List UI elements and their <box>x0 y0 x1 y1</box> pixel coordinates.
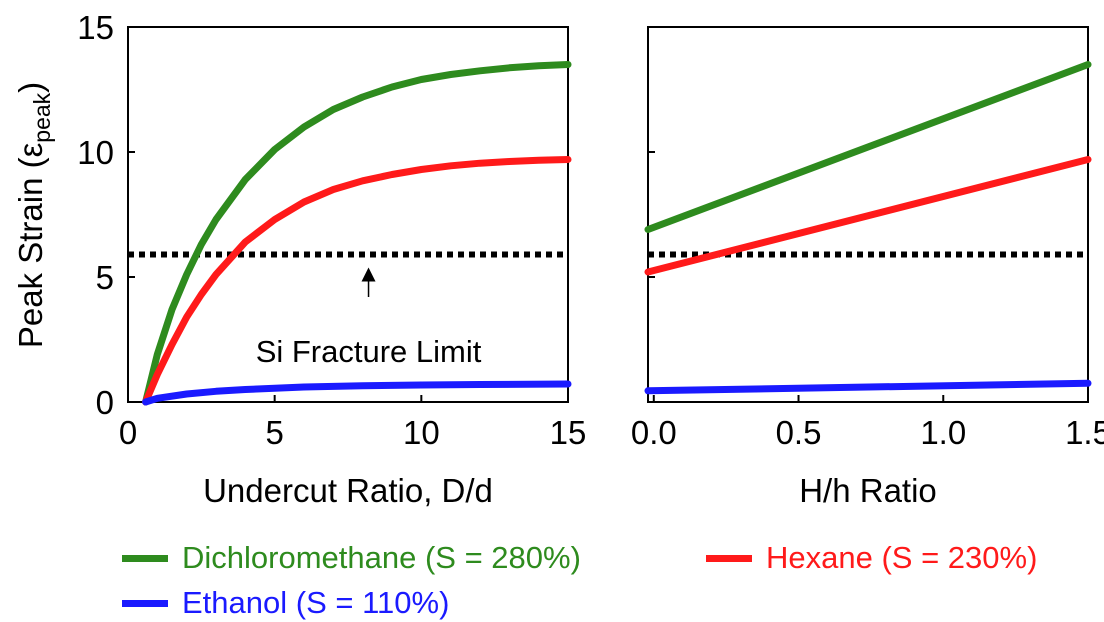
left-ticks-layer: 0 5 10 15 0 5 10 15 <box>77 9 586 451</box>
legend-swatch-ethanol <box>122 599 168 607</box>
right-x-tick-label: 0.5 <box>776 414 822 451</box>
left-x-tick-label: 5 <box>265 414 283 451</box>
left-x-tick-label: 0 <box>119 414 137 451</box>
left-y-tick-label: 15 <box>77 9 114 46</box>
right-x-axis-label: H/h Ratio <box>799 472 937 509</box>
right-ticks-layer: 0.0 0.5 1.0 1.5 <box>631 26 1104 451</box>
legend-item-hexane: Hexane (S = 230%) <box>706 540 1037 576</box>
legend-item-dichloromethane: Dichloromethane (S = 280%) <box>122 540 581 576</box>
legend-swatch-dichloromethane <box>122 554 168 562</box>
legend-label-hexane: Hexane (S = 230%) <box>766 540 1038 575</box>
left-series-layer <box>142 61 572 406</box>
right-x-tick-label: 1.5 <box>1065 414 1104 451</box>
left-annotation-layer: Si Fracture Limit <box>256 267 482 369</box>
annotation-label: Si Fracture Limit <box>256 334 482 369</box>
right-panel: 0.0 0.5 1.0 1.5 H/h Ratio <box>631 26 1104 509</box>
left-series-hexane <box>142 156 572 406</box>
left-series-dichloromethane <box>142 61 572 406</box>
left-panel: 0 5 10 15 0 5 10 15 Si Fracture Limit Undercut … <box>77 9 586 509</box>
legend-label-ethanol: Ethanol (S = 110%) <box>182 585 450 620</box>
y-axis-label: Peak Strain (εpeak) <box>12 82 55 348</box>
right-plot-frame <box>647 26 1089 403</box>
left-y-tick-label: 0 <box>96 384 114 421</box>
left-x-axis-label: Undercut Ratio, D/d <box>203 472 493 509</box>
left-series-ethanol <box>142 380 572 406</box>
legend-item-ethanol: Ethanol (S = 110%) <box>122 585 449 621</box>
right-series-hexane <box>644 156 1092 276</box>
right-x-tick-label: 1.0 <box>920 414 966 451</box>
left-y-tick-label: 10 <box>77 134 114 171</box>
annotation-arrow-head <box>361 267 376 282</box>
right-series-layer <box>644 61 1092 395</box>
right-series-dichloromethane <box>644 61 1092 233</box>
right-series-ethanol <box>644 379 1092 395</box>
left-plot-frame <box>127 26 569 403</box>
legend-swatch-hexane <box>706 554 752 562</box>
left-y-tick-label: 5 <box>96 259 114 296</box>
left-x-tick-label: 10 <box>403 414 440 451</box>
left-x-tick-label: 15 <box>550 414 587 451</box>
legend-label-dichloromethane: Dichloromethane (S = 280%) <box>182 540 581 575</box>
right-x-tick-label: 0.0 <box>631 414 677 451</box>
